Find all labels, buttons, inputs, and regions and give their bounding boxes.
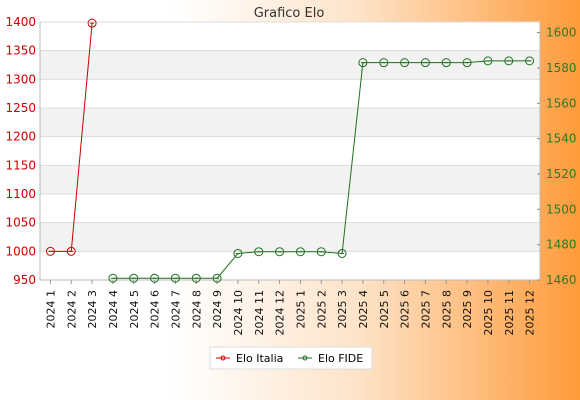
right-tick-label: 1540 [546, 132, 577, 146]
x-tick-label: 2025 8 [440, 290, 453, 329]
x-tick-label: 2024 7 [169, 290, 182, 329]
left-tick-label: 1250 [5, 101, 36, 115]
data-point [170, 273, 180, 283]
x-tick-label: 2025 4 [357, 290, 370, 329]
data-point [150, 273, 160, 283]
data-point [295, 247, 305, 257]
left-tick-label: 1100 [5, 187, 36, 201]
x-tick-label: 2025 11 [503, 290, 516, 336]
data-point [254, 247, 264, 257]
right-tick-label: 1580 [546, 61, 577, 75]
x-tick-label: 2024 12 [274, 290, 287, 336]
x-tick-label: 2024 10 [232, 290, 245, 336]
right-tick-label: 1500 [546, 202, 577, 216]
right-tick-label: 1560 [546, 96, 577, 110]
data-point [379, 58, 389, 68]
x-tick-label: 2025 5 [378, 290, 391, 329]
left-tick-label: 1200 [5, 130, 36, 144]
data-point [275, 247, 285, 257]
data-point [191, 273, 201, 283]
series-1 [108, 56, 535, 283]
x-tick-label: 2025 6 [399, 290, 412, 329]
left-tick-label: 1400 [5, 15, 36, 29]
legend-label: Elo FIDE [318, 352, 363, 365]
x-tick-label: 2024 2 [65, 290, 78, 329]
data-point [358, 58, 368, 68]
legend-marker [302, 355, 308, 361]
left-tick-label: 1050 [5, 216, 36, 230]
x-tick-label: 2024 9 [211, 290, 224, 329]
data-point [45, 246, 55, 256]
right-tick-label: 1480 [546, 238, 577, 252]
x-tick-label: 2025 12 [524, 290, 537, 336]
data-point [316, 247, 326, 257]
data-point [212, 273, 222, 283]
right-tick-label: 1460 [546, 273, 577, 287]
legend-box [209, 346, 373, 370]
series-0 [45, 18, 97, 256]
plot-band [40, 50, 540, 80]
data-point [87, 18, 97, 28]
data-point [233, 248, 243, 258]
plot-band [40, 108, 540, 137]
x-tick-label: 2025 2 [315, 290, 328, 329]
plot-band [40, 222, 540, 252]
data-point [462, 58, 472, 68]
left-tick-label: 950 [13, 273, 36, 287]
chart-title: Grafico Elo [254, 6, 325, 21]
x-tick-label: 2024 6 [149, 290, 162, 329]
x-tick-label: 2025 3 [336, 290, 349, 329]
x-tick-label: 2025 10 [482, 290, 495, 336]
left-tick-label: 1000 [5, 244, 36, 258]
plot-area [40, 22, 540, 280]
x-tick-label: 2024 8 [190, 290, 203, 329]
data-point [108, 273, 118, 283]
x-tick-label: 2025 9 [461, 290, 474, 329]
left-tick-label: 1350 [5, 44, 36, 58]
legend-marker [220, 355, 226, 361]
x-tick-label: 2024 4 [107, 290, 120, 329]
series-layer [45, 18, 535, 283]
data-point [337, 248, 347, 258]
x-tick-label: 2024 5 [128, 290, 141, 329]
left-tick-label: 1150 [5, 158, 36, 172]
plot-band [40, 165, 540, 194]
data-point [420, 58, 430, 68]
axes: 950 1000 1050 1100 1150 1200 1250 1300 1350 1400 1… [5, 15, 576, 336]
x-tick-label: 2025 7 [419, 290, 432, 329]
right-tick-label: 1520 [546, 167, 577, 181]
x-tick-label: 2025 1 [294, 290, 307, 329]
legend: Elo Italia Elo FIDE [209, 346, 373, 370]
legend-label: Elo Italia [236, 352, 283, 365]
data-point [66, 246, 76, 256]
x-tick-label: 2024 3 [86, 290, 99, 329]
x-tick-label: 2024 11 [253, 290, 266, 336]
data-point [400, 58, 410, 68]
data-point [483, 56, 493, 66]
data-point [504, 56, 514, 66]
right-tick-label: 1600 [546, 26, 577, 40]
left-tick-label: 1300 [5, 72, 36, 86]
data-point [525, 56, 535, 66]
x-tick-label: 2024 1 [44, 290, 57, 329]
data-point [441, 58, 451, 68]
data-point [129, 273, 139, 283]
